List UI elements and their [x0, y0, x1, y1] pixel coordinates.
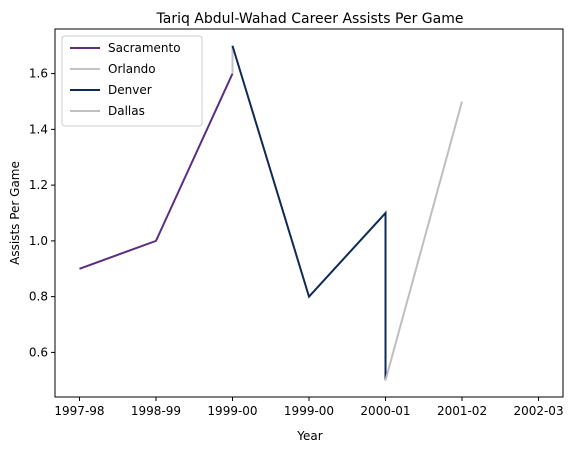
y-axis-label: Assists Per Game — [8, 161, 22, 265]
y-tick-label: 0.8 — [29, 290, 48, 304]
x-tick-label: 2001-02 — [437, 404, 487, 418]
legend-box — [61, 35, 203, 127]
series-line-sacramento — [79, 73, 234, 270]
x-tick-label: 2000-01 — [360, 404, 410, 418]
x-tick-label: 1999-00 — [284, 404, 334, 418]
x-axis-label: Year — [296, 429, 322, 443]
series-line-denver — [231, 45, 387, 381]
y-tick-label: 1.2 — [29, 178, 48, 192]
series-line-dallas — [384, 101, 463, 381]
y-tick-label: 1.0 — [29, 234, 48, 248]
plot-lines — [79, 45, 463, 381]
x-axis: 1997-98 1998-99 1999-00 1999-00 2000-01 2001-… — [54, 397, 564, 418]
legend-label: Dallas — [108, 104, 145, 118]
x-tick-label: 1998-99 — [131, 404, 181, 418]
x-tick-label: 2002-03 — [513, 404, 563, 418]
y-axis: 0.6 0.8 1.0 1.2 1.4 1.6 — [29, 67, 55, 359]
legend: Sacramento Orlando Denver Dallas — [61, 35, 203, 127]
y-tick-label: 0.6 — [29, 345, 48, 359]
x-tick-label: 1997-98 — [54, 404, 104, 418]
y-tick-label: 1.6 — [29, 67, 48, 81]
y-tick-label: 1.4 — [29, 122, 48, 136]
legend-label: Orlando — [108, 62, 156, 76]
legend-label: Denver — [108, 83, 152, 97]
x-tick-label: 1999-00 — [207, 404, 257, 418]
legend-label: Sacramento — [108, 41, 181, 55]
chart-title: Tariq Abdul-Wahad Career Assists Per Gam… — [156, 11, 464, 27]
